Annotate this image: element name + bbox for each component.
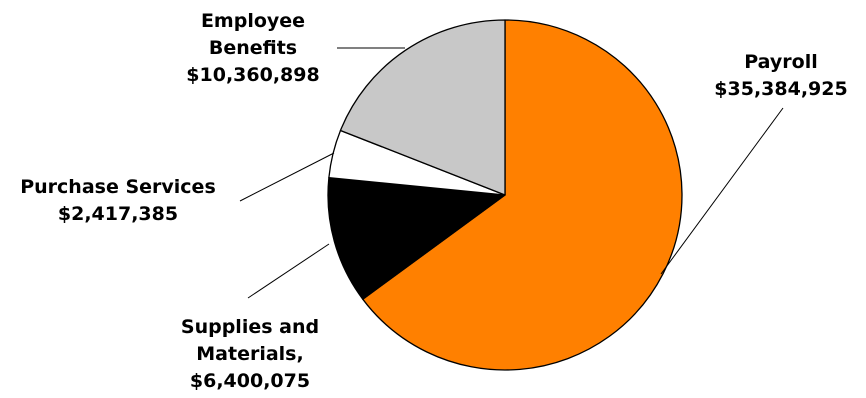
slice-label-employee-benefits-line: Benefits	[209, 37, 297, 59]
slice-label-employee-benefits: Employee Benefits $10,360,898	[186, 10, 319, 86]
slice-label-purchase-services: Purchase Services $2,417,385	[20, 176, 216, 225]
pie-slice-supplies-and-materials	[327, 177, 506, 300]
leader-line-payroll	[660, 107, 784, 275]
slice-label-employee-benefits-line: Employee	[201, 10, 305, 32]
pie-slice-payroll	[362, 19, 683, 371]
slice-label-payroll-line: $35,384,925	[714, 78, 847, 100]
pie-slice-employee-benefits	[339, 19, 506, 196]
slice-label-supplies-and-materials: Supplies and Materials, $6,400,075	[181, 316, 319, 392]
slice-label-employee-benefits-line: $10,360,898	[186, 64, 319, 86]
leader-lines	[239, 47, 784, 299]
slice-label-payroll-line: Payroll	[744, 51, 818, 73]
pie-slices	[327, 19, 683, 371]
slice-label-purchase-services-line: $2,417,385	[58, 203, 178, 225]
slice-label-supplies-and-materials-line: $6,400,075	[190, 370, 310, 392]
slice-labels: Payroll $35,384,925 Supplies and Materials,…	[20, 10, 847, 392]
slice-label-payroll: Payroll $35,384,925	[714, 51, 847, 100]
leader-line-supplies-and-materials	[247, 243, 330, 299]
slice-label-supplies-and-materials-line: Materials,	[196, 343, 303, 365]
slice-label-purchase-services-line: Purchase Services	[20, 176, 216, 198]
slice-label-supplies-and-materials-line: Supplies and	[181, 316, 319, 338]
leader-line-purchase-services	[239, 152, 335, 202]
